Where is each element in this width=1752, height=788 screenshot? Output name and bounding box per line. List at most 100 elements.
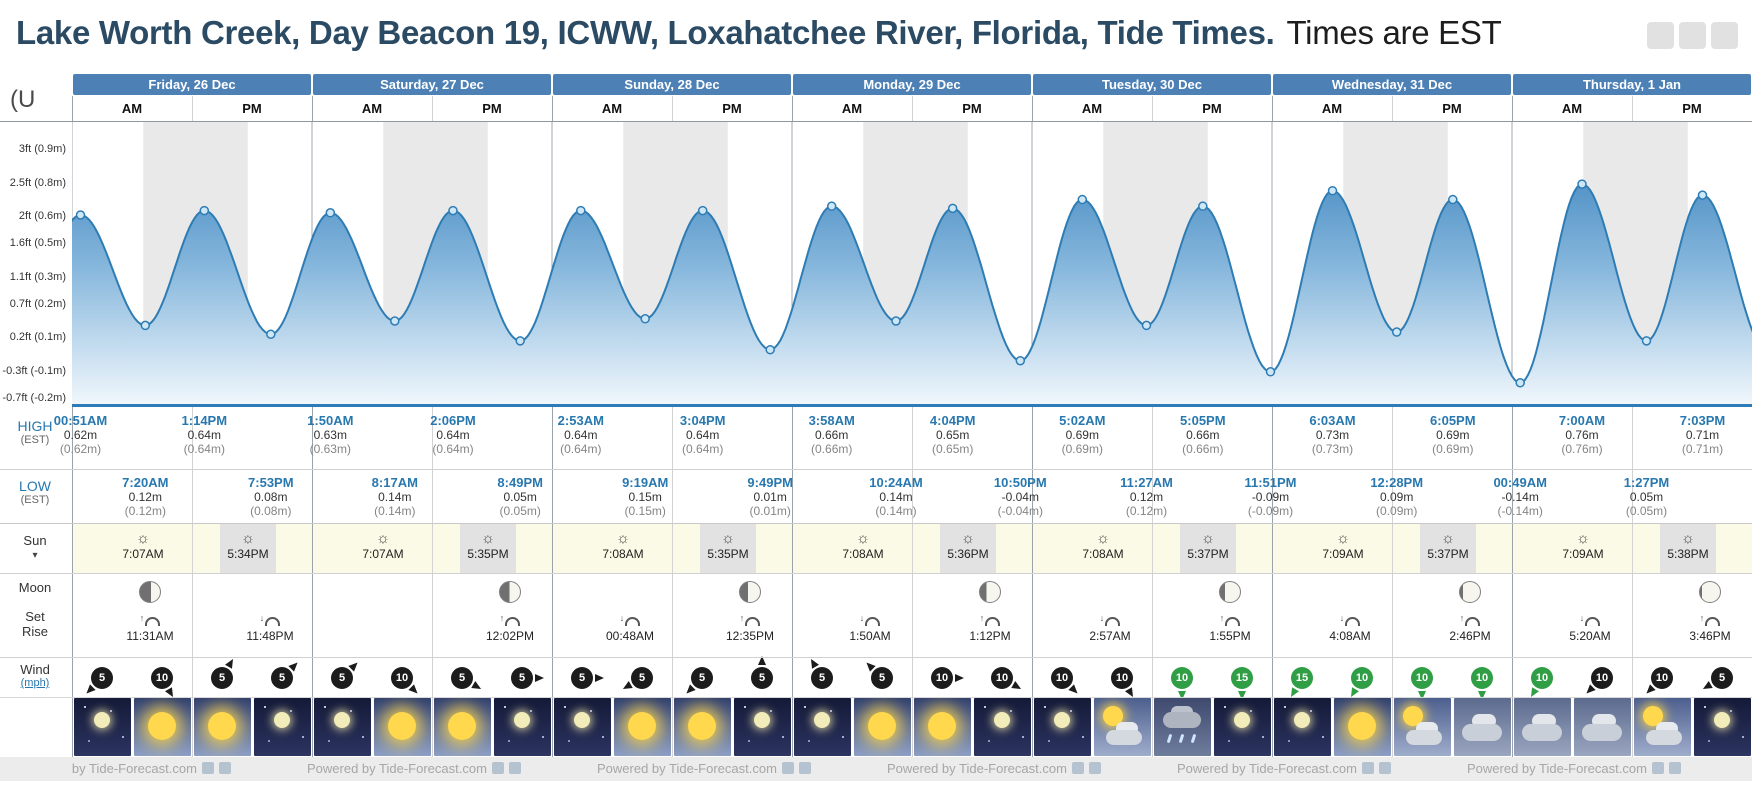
footer-share-icon[interactable] xyxy=(781,762,794,774)
tide-height-alt: (0.12m) xyxy=(124,504,166,518)
tide-time: 8:49PM xyxy=(497,475,543,490)
high-tide-event: 3:04PM 0.64m (0.64m) xyxy=(658,413,748,456)
tide-height: 0.14m xyxy=(879,490,913,504)
footer-credit-link[interactable]: Powered by Tide-Forecast.com xyxy=(307,761,521,776)
low-tide-event: 9:19AM 0.15m (0.15m) xyxy=(600,475,690,518)
cloud-shape xyxy=(1462,724,1502,741)
row-divider xyxy=(0,523,1752,524)
weather-icon-cloud xyxy=(1574,698,1631,756)
day-header: Wednesday, 31 Dec xyxy=(1273,74,1511,95)
tide-height: 0.15m xyxy=(628,490,662,504)
footer-share-icon[interactable] xyxy=(491,762,504,774)
footer-share-icon[interactable] xyxy=(1088,762,1101,774)
tide-time: 9:49PM xyxy=(747,475,793,490)
sunset: ☼ 5:35PM xyxy=(453,531,523,562)
low-row-label: LOW (EST) xyxy=(0,478,70,506)
sunrise-icon: ☼ xyxy=(1096,530,1110,547)
low-tide-marker xyxy=(1141,320,1152,331)
cloud-shape xyxy=(1582,724,1622,741)
footer-credit-link[interactable]: Powered by Tide-Forecast.com xyxy=(72,761,231,776)
header-action-icon[interactable] xyxy=(1647,22,1674,49)
day-header: Sunday, 28 Dec xyxy=(553,74,791,95)
wind-indicator: 10 xyxy=(1160,658,1204,700)
footer-share-icon[interactable] xyxy=(218,762,231,774)
wind-direction-arrow xyxy=(620,681,633,693)
sun-row-label: Sun ▾ xyxy=(0,533,70,561)
tide-height-alt: (0.73m) xyxy=(1311,442,1354,456)
sunset-icon: ☼ xyxy=(721,530,735,547)
low-tide-event: 00:49AM -0.14m (-0.14m) xyxy=(1475,475,1565,518)
footer-credit-link[interactable]: Powered by Tide-Forecast.com xyxy=(1177,761,1391,776)
row-divider xyxy=(0,121,1752,122)
sun-orb xyxy=(388,712,416,740)
wind-speed-badge: 5 xyxy=(811,667,833,689)
sunset-time: 5:36PM xyxy=(947,547,989,561)
sun-orb xyxy=(208,712,236,740)
footer-share-icon[interactable] xyxy=(1651,762,1664,774)
sun-label-text: Sun xyxy=(23,533,47,548)
rain-cloud-shape xyxy=(1163,712,1201,728)
low-tide-event: 8:17AM 0.14m (0.14m) xyxy=(350,475,440,518)
day-header: Thursday, 1 Jan xyxy=(1513,74,1751,95)
wind-indicator: 5 xyxy=(500,658,544,700)
wind-indicator: 15 xyxy=(1220,658,1264,700)
tide-height: -0.04m xyxy=(1001,490,1039,504)
stars xyxy=(1224,706,1226,708)
y-axis-label: 2.5ft (0.8m) xyxy=(9,176,66,189)
footer-credit-link[interactable]: Powered by Tide-Forecast.com xyxy=(887,761,1101,776)
footer-share-icon[interactable] xyxy=(508,762,521,774)
footer-share-icon[interactable] xyxy=(1378,762,1391,774)
horizon-arc-icon xyxy=(1585,617,1601,626)
moon-rise-icon: ↑ xyxy=(730,613,770,626)
high-label-text: HIGH xyxy=(17,418,53,434)
header-action-icon[interactable] xyxy=(1679,22,1706,49)
footer-share-icon[interactable] xyxy=(1071,762,1084,774)
tide-time: 9:19AM xyxy=(622,475,669,490)
set-arrow-icon: ↓ xyxy=(619,613,625,623)
high-tide-marker xyxy=(826,201,837,211)
footer-credit-link[interactable]: Powered by Tide-Forecast.com xyxy=(1467,761,1681,776)
footer-share-icon[interactable] xyxy=(798,762,811,774)
horizon-arc-icon xyxy=(985,617,1001,626)
wind-speed-badge: 10 xyxy=(1351,667,1373,689)
moon-set-time: 11:48PM xyxy=(246,629,294,643)
high-tide-marker xyxy=(1198,201,1208,211)
moon-set-time: 2:57AM xyxy=(1089,629,1131,643)
day-divider xyxy=(792,96,793,122)
low-tide-event: 7:53PM 0.08m (0.08m) xyxy=(226,475,316,518)
raindrop xyxy=(1190,733,1197,744)
tide-time: 2:53AM xyxy=(557,413,604,428)
tide-height: 0.76m xyxy=(1565,428,1599,442)
low-tide-marker xyxy=(390,316,400,326)
header-action-icon[interactable] xyxy=(1711,22,1738,49)
footer-share-icon[interactable] xyxy=(1668,762,1681,774)
tide-height-alt: (0.14m) xyxy=(374,504,416,518)
tide-height-alt: (0.05m) xyxy=(499,504,541,518)
tide-height-alt: (0.12m) xyxy=(1125,504,1168,518)
footer-credit-link[interactable]: Powered by Tide-Forecast.com xyxy=(597,761,811,776)
day-header: Tuesday, 30 Dec xyxy=(1033,74,1271,95)
footer-share-icon[interactable] xyxy=(201,762,214,774)
moon-rise-icon: ↑ xyxy=(130,613,170,626)
wind-speed-badge: 10 xyxy=(151,667,173,689)
low-tide-event: 8:49PM 0.05m (0.05m) xyxy=(475,475,565,518)
tide-height: 0.65m xyxy=(936,428,970,442)
moon-phase-icon xyxy=(499,581,521,603)
sunset-icon: ☼ xyxy=(1681,530,1695,547)
low-tide-marker xyxy=(1641,336,1652,346)
moon-orb xyxy=(94,712,110,728)
noon-divider xyxy=(672,96,673,122)
sun-caret-icon[interactable]: ▾ xyxy=(32,550,38,561)
footer-share-icon[interactable] xyxy=(1361,762,1374,774)
ampm-label-pm: PM xyxy=(962,101,982,116)
wind-direction-arrow xyxy=(1700,681,1713,693)
tide-height: 0.12m xyxy=(128,490,162,504)
mph-unit-link[interactable]: (mph) xyxy=(20,677,50,689)
tide-height-alt: (-0.14m) xyxy=(1497,504,1543,518)
rise-arrow-icon: ↑ xyxy=(1219,613,1225,623)
wind-speed-badge: 5 xyxy=(271,667,293,689)
sun-orb xyxy=(1403,706,1423,726)
tide-height: 0.08m xyxy=(254,490,288,504)
ampm-label-pm: PM xyxy=(1442,101,1462,116)
high-tide-event: 4:04PM 0.65m (0.65m) xyxy=(908,413,998,456)
